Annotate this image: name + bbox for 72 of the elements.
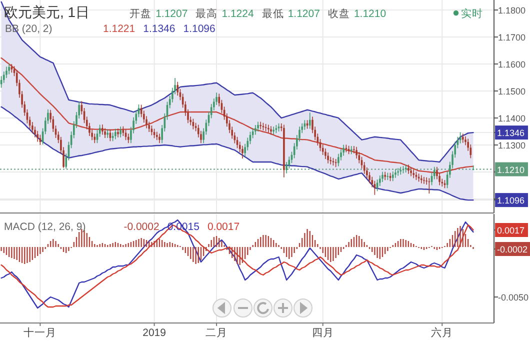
candlestick <box>368 172 370 184</box>
candlestick <box>410 166 412 177</box>
x-tick-label: 六月 <box>431 326 454 339</box>
candlestick <box>114 128 116 140</box>
candlestick <box>36 130 38 142</box>
annotation: 1.1207 <box>156 8 188 20</box>
annotation: 1.1224 <box>222 8 254 20</box>
candlestick <box>242 145 244 159</box>
candlestick <box>330 156 332 165</box>
candlestick <box>117 128 119 138</box>
candlestick <box>270 126 272 136</box>
y-tick-label: 1.1300 <box>498 140 526 150</box>
y-tick-label: 1.1096 <box>497 196 525 206</box>
candlestick <box>34 126 36 138</box>
y-tick-label: 1.1700 <box>498 32 526 42</box>
candlestick <box>397 168 399 176</box>
line-series <box>0 1 474 163</box>
candlestick <box>104 128 106 138</box>
annotation: 1.1096 <box>183 23 216 35</box>
annotation: 1.1210 <box>354 8 386 20</box>
line-series <box>0 106 474 201</box>
annotation: 0.0017 <box>207 221 240 233</box>
y-tick-label: 1.1500 <box>498 86 526 96</box>
annotation: 1.1346 <box>143 23 176 35</box>
candlestick <box>158 133 160 144</box>
candlestick <box>400 166 402 176</box>
candlestick <box>327 152 329 164</box>
candlestick <box>272 126 274 136</box>
y-tick-label: 1.1800 <box>498 5 526 16</box>
candlestick <box>267 124 270 133</box>
annotation: 实时 <box>461 7 483 20</box>
candlestick <box>324 148 326 160</box>
candlestick <box>127 133 130 144</box>
candlestick <box>257 121 259 132</box>
annotation: 1.1207 <box>288 8 320 20</box>
candlestick <box>102 124 104 136</box>
candlestick <box>8 63 10 75</box>
annotation: 开盘 <box>130 8 152 20</box>
x-tick-label: 2019 <box>142 327 166 339</box>
y-tick-label: 1.1400 <box>498 113 526 124</box>
candlestick <box>384 171 386 180</box>
candlestick <box>392 171 394 182</box>
x-tick-label: 十一月 <box>24 326 57 339</box>
candlestick <box>350 146 352 155</box>
candlestick <box>342 144 344 156</box>
candlestick <box>120 126 122 138</box>
candlestick <box>420 174 422 184</box>
candlestick <box>462 133 464 144</box>
candlestick <box>308 112 311 130</box>
annotation: 收盘 <box>328 8 350 20</box>
candlestick <box>176 81 179 96</box>
y-tick-label: -0.0050 <box>498 292 529 302</box>
y-tick-label: 1.1600 <box>498 59 526 70</box>
annotation: -0.0002 <box>124 221 160 233</box>
y-tick-label: 1.1346 <box>497 128 525 138</box>
y-tick-label: 0.0017 <box>497 226 525 236</box>
x-tick-label: 二月 <box>206 327 228 339</box>
ref-line-label: 1.1210 <box>497 164 525 175</box>
annotation: 最低 <box>262 8 284 20</box>
annotation: 1.1221 <box>103 23 136 35</box>
candlestick <box>382 171 384 182</box>
annotation: 最高 <box>196 7 218 20</box>
candlestick <box>338 153 340 167</box>
candlestick <box>423 176 425 184</box>
x-tick-label: 四月 <box>312 327 334 339</box>
text: MACD (12, 26, 9) <box>4 221 86 233</box>
candlestick <box>254 124 256 136</box>
candlestick <box>156 131 158 141</box>
y-tick-label: -0.0002 <box>497 244 528 254</box>
candlestick <box>260 121 262 130</box>
candlestick <box>394 168 396 178</box>
candlestick <box>408 164 410 174</box>
